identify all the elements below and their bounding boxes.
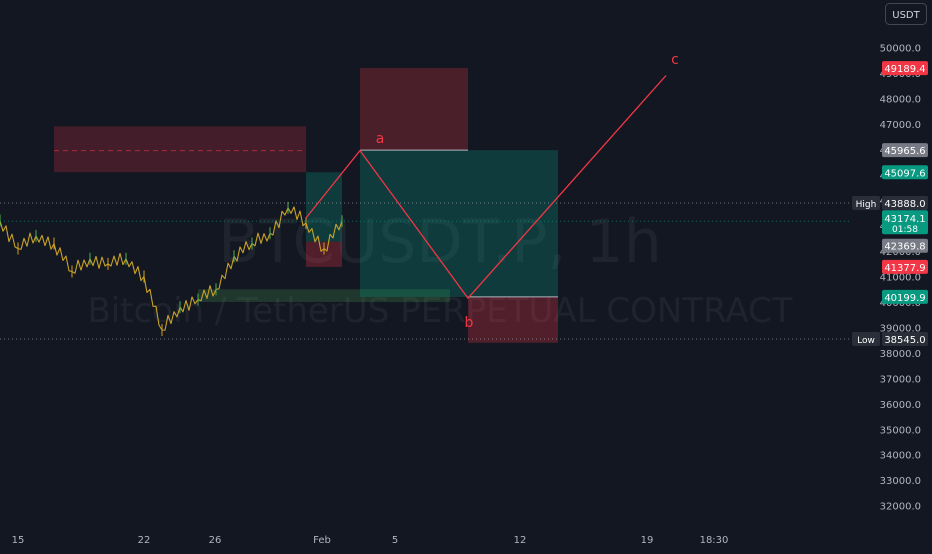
price-series <box>0 201 343 336</box>
price-badge <box>882 238 928 253</box>
wave-label-c: c <box>671 52 679 68</box>
price-badge-text: 45097.6 <box>884 168 925 179</box>
zone-position-profit-3 <box>360 150 558 297</box>
currency-label: USDT <box>892 10 920 21</box>
wave-label-b: b <box>465 315 474 331</box>
price-badges: 49189.4 45965.6 45097.6 43888.0 High 42369.8 4… <box>852 61 928 347</box>
zone-demand-1 <box>198 289 450 302</box>
price-tick-label: 35000.0 <box>880 425 921 436</box>
price-tag-label: High <box>856 200 877 210</box>
price-tick-label: 50000.0 <box>880 44 921 55</box>
price-badge-text: 43174.1 <box>884 214 925 225</box>
zone-position-target-2 <box>360 68 468 151</box>
time-tick-label: 18:30 <box>700 535 729 546</box>
price-badge-text: 41377.9 <box>884 263 925 274</box>
time-tick-label: 12 <box>514 535 527 546</box>
price-tick-label: 34000.0 <box>880 451 921 462</box>
time-axis[interactable]: 15 22 26 Feb 5 12 19 18:30 <box>0 530 932 550</box>
price-tag-high <box>852 196 880 211</box>
price-badge <box>882 143 928 158</box>
wave-label-a: a <box>376 131 385 147</box>
time-tick-label: 15 <box>12 535 25 546</box>
time-axis-background <box>0 530 932 550</box>
price-badge <box>882 259 928 274</box>
time-tick-label: 22 <box>138 535 151 546</box>
price-tick-label: 47000.0 <box>880 120 921 131</box>
price-tick-label: 39000.0 <box>880 323 921 334</box>
zone-position-profit-5 <box>306 172 342 242</box>
currency-button[interactable]: USDT <box>885 3 927 25</box>
zone-position-stop-4 <box>468 296 558 343</box>
price-line <box>0 206 343 331</box>
price-tick-label: 48000.0 <box>880 94 921 105</box>
currency-button-frame <box>885 3 927 25</box>
time-tick-label: Feb <box>313 535 331 546</box>
watermark-symbol: BTCUSDT.P, 1h <box>218 207 662 277</box>
price-badge-text: 40199.9 <box>884 293 925 304</box>
price-tick-label: 41000.0 <box>880 273 921 284</box>
zones-layer <box>54 68 558 343</box>
price-badge-text: 45965.6 <box>884 146 925 157</box>
abc-pattern-line <box>305 75 667 300</box>
price-badge-text: 43888.0 <box>884 199 925 210</box>
price-badge <box>882 61 928 76</box>
price-tick-label: 32000.0 <box>880 502 921 513</box>
price-tick-label: 37000.0 <box>880 374 921 385</box>
price-badge-countdown: 01:58 <box>892 225 918 235</box>
price-badge <box>882 196 928 211</box>
price-badge-text: 42369.8 <box>884 242 925 253</box>
price-badge <box>882 210 928 235</box>
price-badge <box>882 289 928 304</box>
price-badge <box>882 332 928 347</box>
price-badge-text: 38545.0 <box>884 335 925 346</box>
time-tick-label: 19 <box>641 535 654 546</box>
price-tick-label: 36000.0 <box>880 400 921 411</box>
overlay-layer <box>0 75 850 340</box>
price-badge-text: 49189.4 <box>884 64 925 75</box>
time-tick-label: 26 <box>209 535 222 546</box>
price-tag-low <box>852 332 880 347</box>
zone-supply-0 <box>54 126 306 173</box>
price-tick-label: 33000.0 <box>880 476 921 487</box>
price-tick-label: 38000.0 <box>880 349 921 360</box>
price-tag-label: Low <box>857 336 875 346</box>
time-ticks: 15 22 26 Feb 5 12 19 18:30 <box>12 535 729 546</box>
price-badge <box>882 165 928 180</box>
time-tick-label: 5 <box>392 535 398 546</box>
watermark-description: Bitcoin / TetherUS PERPETUAL CONTRACT <box>87 291 792 331</box>
